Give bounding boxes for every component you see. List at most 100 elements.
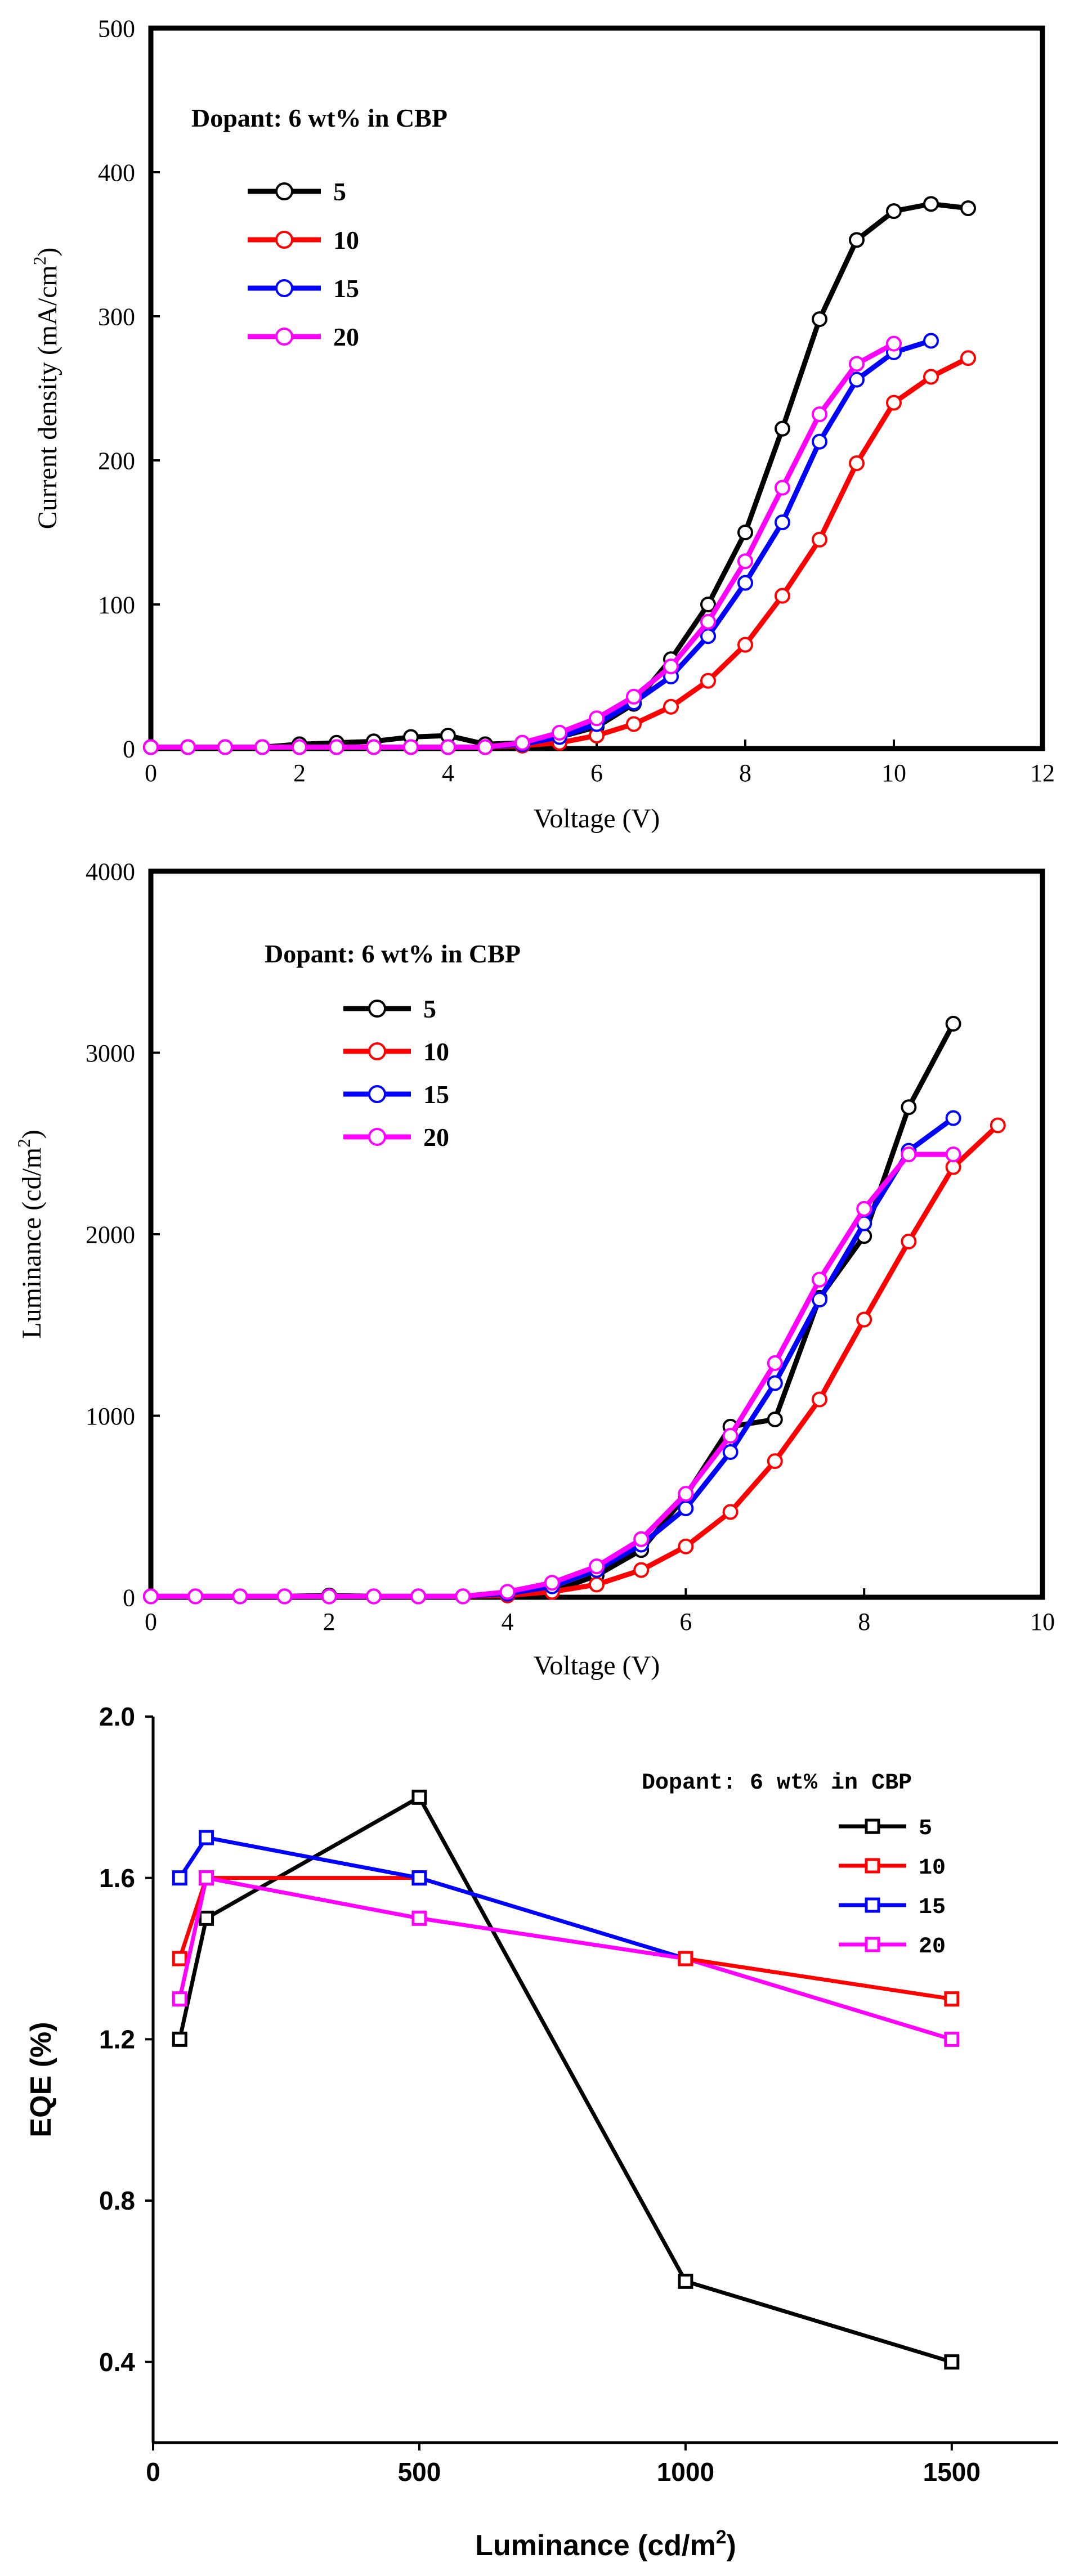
lv-series-20-point [455,1588,471,1605]
eqe-y-tick-label: 1.2 [99,2024,135,2054]
jv-series-15-point [700,628,716,644]
eqe-x-tick-label: 1500 [923,2457,981,2487]
lv-series-5-line [151,1022,956,1599]
eqe-series-5-line [177,1795,952,2364]
lv-series-10-point [589,1576,605,1593]
lv-x-tick-label: 8 [858,1608,870,1636]
lv-y-tick-label: 2000 [86,1221,135,1248]
jv-series-10-point [737,637,753,653]
jv-x-tick-label: 6 [590,759,603,787]
jv-plot-frame [148,25,1045,751]
jv-y-tick-label: 500 [98,15,135,42]
jv-series-5-point [700,597,716,612]
eqe-legend-5-marker [865,1818,880,1834]
eqe-series-15-line [178,1835,686,1961]
eqe-chart: 0 500 1000 1500 0.4 0.8 1.2 1.6 2.0 Luminance (cd… [25,1702,981,2562]
jv-series-20-point [403,739,419,755]
jv-series-15-point [849,371,865,388]
jv-series-5-point [737,525,753,540]
jv-x-axis-title: Voltage (V) [534,804,660,834]
jv-legend-10-label: 10 [333,226,359,254]
eqe-legend-10-label: 10 [919,1856,946,1881]
lv-series-20-point [410,1588,427,1605]
lv-x-axis-title: Voltage (V) [534,1651,660,1681]
jv-y-axis-title: Current density (mA/cm2) [30,248,62,530]
eqe-y-tick-label: 2.0 [99,1702,135,1731]
lv-series-15-point [722,1444,739,1460]
lv-series-20-point [722,1427,739,1444]
jv-series-20-point [700,613,716,630]
jv-series-10-point [700,673,716,689]
jv-legend-5-label: 5 [333,177,346,206]
lv-legend-20-marker [368,1128,386,1146]
eqe-series-15-point [172,1870,187,1886]
lv-series-5-point [945,1015,961,1032]
eqe-y-tick-label: 0.8 [99,2186,135,2215]
jv-series-5-point [923,196,939,212]
lv-series-10-point [901,1233,917,1249]
lv-series-10-point [812,1391,827,1408]
eqe-series-15-point [199,1830,214,1845]
eqe-series-20-point [172,1991,187,2007]
lv-series-5-point [901,1099,917,1115]
lv-series-20-point [143,1588,159,1605]
jv-series-15-point [812,433,827,450]
eqe-y-tick-label: 1.6 [99,1863,135,1893]
eqe-series-10-line [177,1876,419,1960]
jv-series-20-point [552,724,567,741]
lv-legend-5-label: 5 [423,994,436,1023]
lv-x-tick-label: 4 [502,1608,514,1636]
jv-series-10-point [812,531,827,548]
lv-series-15-point [767,1375,783,1391]
lv-legend-15-label: 15 [423,1080,449,1109]
jv-y-tick-label: 200 [98,447,135,474]
jv-dopant-annotation: Dopant: 6 wt% in CBP [191,104,447,132]
lv-series-10-point [722,1504,739,1520]
eqe-x-tick-label: 1000 [657,2457,714,2487]
eqe-series-10-ext--line [685,1956,952,2001]
lv-series-20-point [187,1588,204,1605]
eqe-series-5-point [411,1789,427,1805]
jv-series-20-point [514,734,530,751]
jv-series-5-point [849,232,865,248]
eqe-series-20-point [944,2031,960,2047]
lv-legend-10-label: 10 [423,1037,449,1066]
jv-chart: 0 2 4 6 8 10 12 0 100 200 300 400 500 Voltage (V) Curr… [30,15,1055,834]
jv-series-20-point [886,335,902,352]
jv-series-10-point [923,369,939,385]
eqe-x-tick-label: 0 [146,2457,160,2487]
lv-y-tick-label: 4000 [86,858,135,885]
lv-y-tick-label: 3000 [86,1040,135,1067]
jv-series-20-point [143,739,159,755]
eqe-y-tick-label: 0.4 [99,2347,135,2377]
eqe-series-5-point [944,2354,960,2370]
jv-x-tick-label: 8 [739,759,751,787]
jv-x-tick-label: 12 [1030,759,1055,787]
jv-series-20-point [329,739,344,755]
jv-series-20-point [812,406,827,423]
lv-series-10-line [151,1123,1000,1599]
lv-series-20-point [633,1531,650,1547]
jv-series-20-point [849,356,865,372]
jv-series-15-point [775,514,790,531]
jv-series-20-point [217,739,233,755]
jv-series-20-line [151,341,896,750]
jv-legend-10-marker [275,231,293,249]
jv-legend-15-marker [275,279,293,297]
jv-series-20-point [737,553,753,570]
jv-series-20-point [775,480,790,496]
jv-series-10-point [886,395,902,411]
eqe-legend-20-marker [865,1937,880,1952]
eqe-series-10-ext--point [944,1991,960,2007]
jv-series-20-point [626,688,642,705]
lv-legend-5-marker [368,1000,386,1018]
eqe-series-20-point [411,1910,427,1926]
jv-series-10-point [626,716,642,732]
lv-series-10-point [856,1311,872,1328]
jv-x-tick-label: 10 [881,759,906,787]
jv-legend-20-marker [275,328,293,346]
jv-y-tick-label: 100 [98,591,135,619]
jv-series-5-point [812,311,827,328]
eqe-series-5-point [678,2273,693,2289]
jv-legend-20-label: 20 [333,322,359,351]
